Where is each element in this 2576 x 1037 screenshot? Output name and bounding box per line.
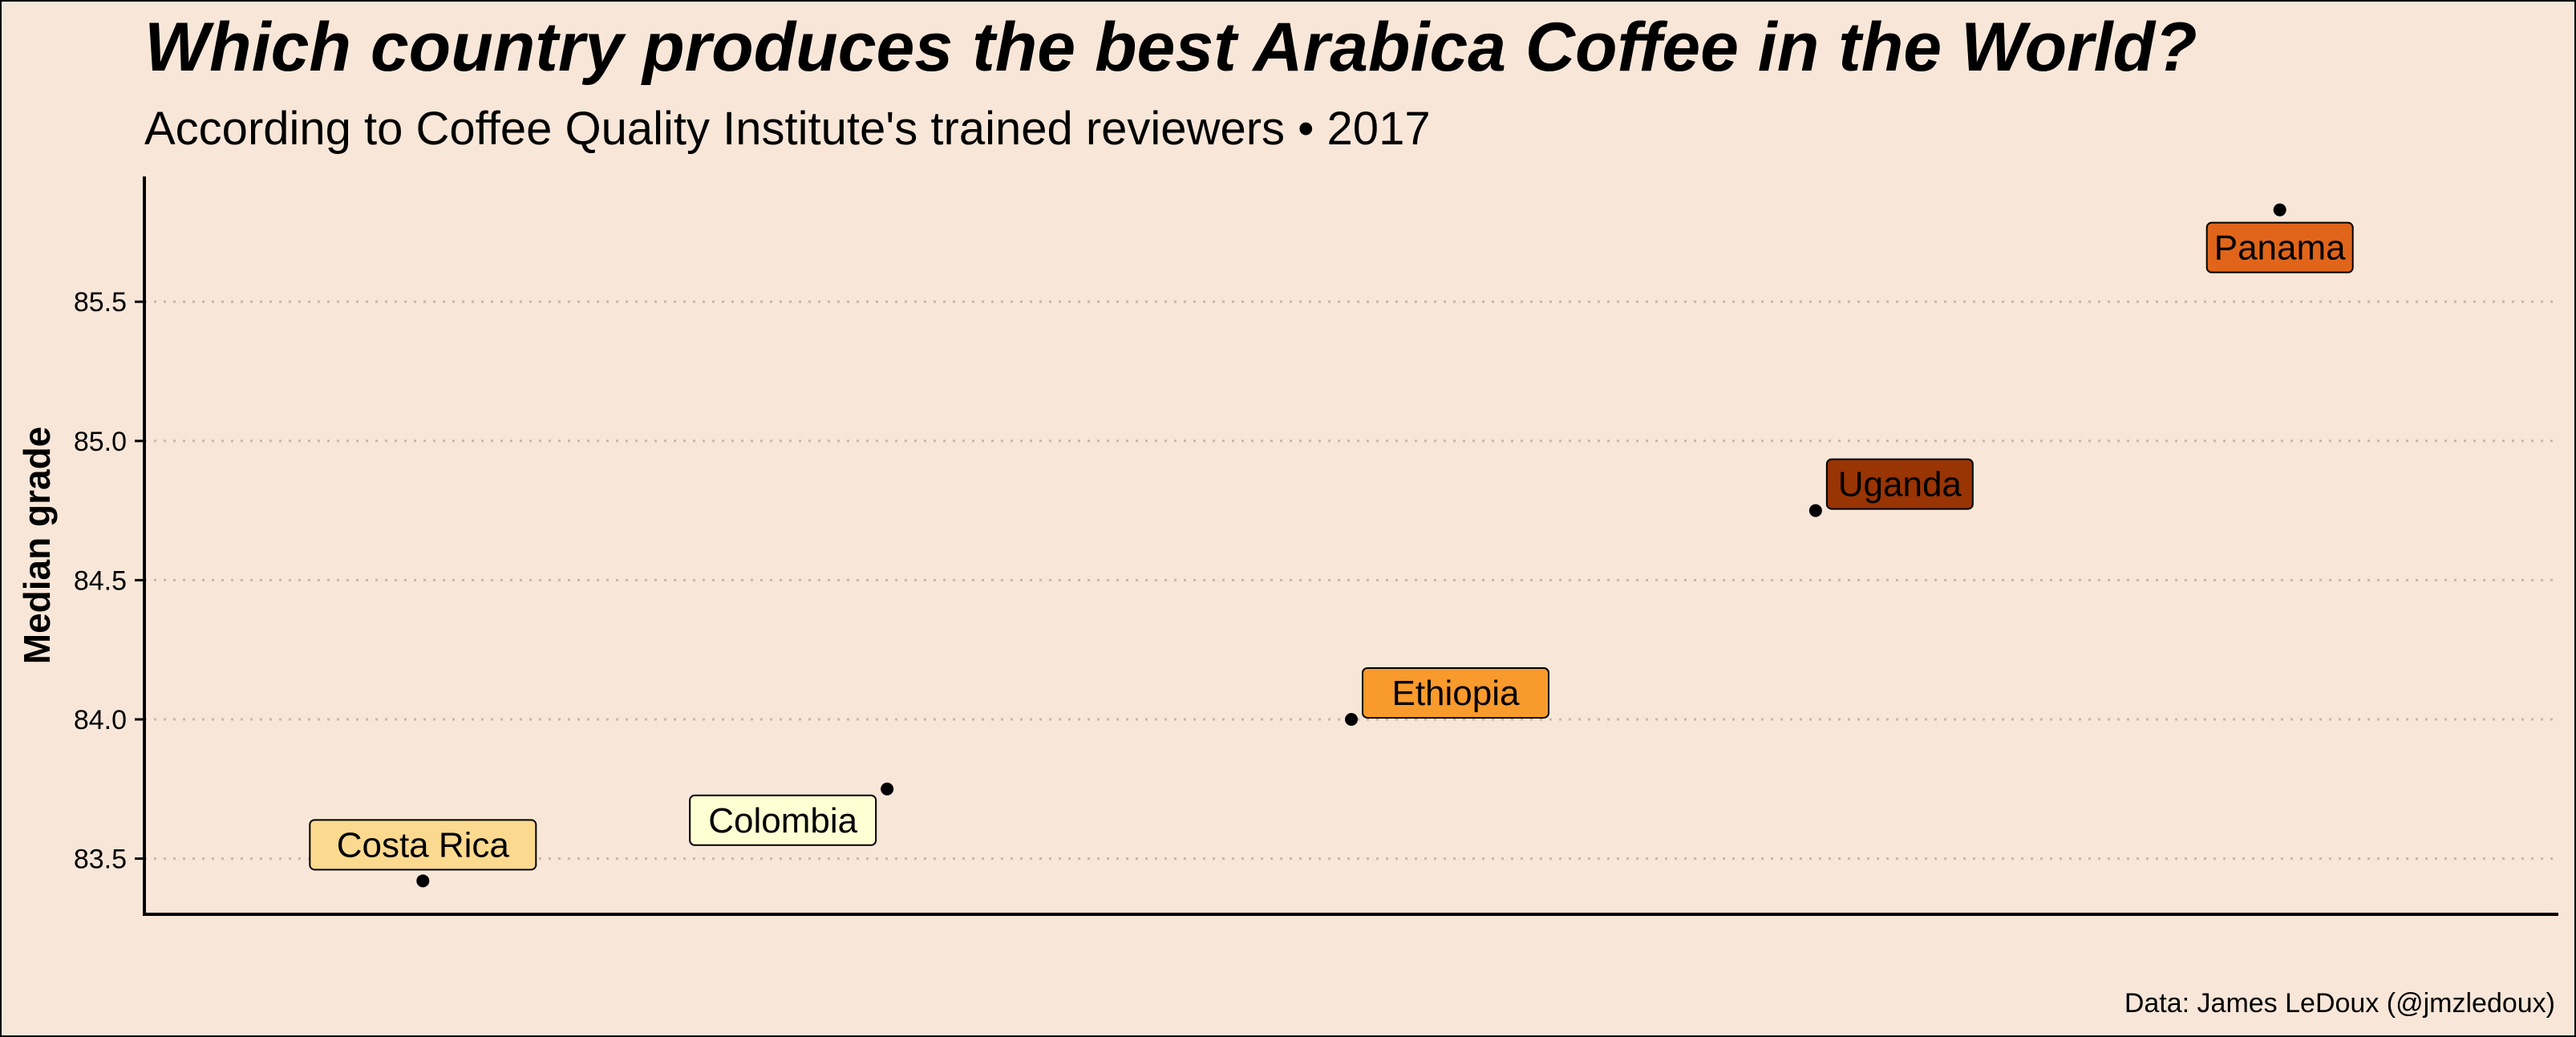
data-points [416,203,2286,888]
point-label-text: Ethiopia [1391,674,1520,713]
y-tick-label: 84.5 [74,565,127,596]
point-label-box [2205,221,2354,273]
y-tick-label: 84.0 [74,705,127,735]
point-label-text: Colombia [708,801,857,841]
data-point [1345,712,1358,726]
point-label: Uganda [1825,458,1974,510]
data-point [416,874,430,888]
y-axis-label: Median grade [16,427,58,665]
point-label-text: Panama [2214,229,2346,268]
point-label-box [1825,458,1974,510]
point-label-text: Costa Rica [337,825,510,865]
gridlines [144,300,2558,861]
point-label-box [1362,666,1549,719]
point-label: Costa Rica [309,819,537,871]
point-label-box [689,794,877,846]
chart-caption: Data: James LeDoux (@jmzledoux) [2124,988,2555,1019]
y-tick-label: 85.5 [74,287,127,318]
point-labels: Costa Rica Colombia Ethiopia Uganda Panama [309,221,2354,871]
point-label: Panama [2205,221,2354,273]
data-point [2273,203,2286,217]
point-label: Ethiopia [1362,666,1549,719]
data-point [881,782,894,796]
data-point [1808,504,1822,517]
point-label-box [309,819,537,871]
point-label: Colombia [689,794,877,846]
y-axis-ticks: 83.5 84.0 84.5 85.0 85.5 [74,287,144,875]
chart-title: Which country produces the best Arabica … [144,9,2197,86]
y-tick-label: 85.0 [74,427,127,457]
y-tick-label: 83.5 [74,845,127,875]
chart-subtitle: According to Coffee Quality Institute's … [144,103,1431,155]
point-label-text: Uganda [1838,465,1962,504]
